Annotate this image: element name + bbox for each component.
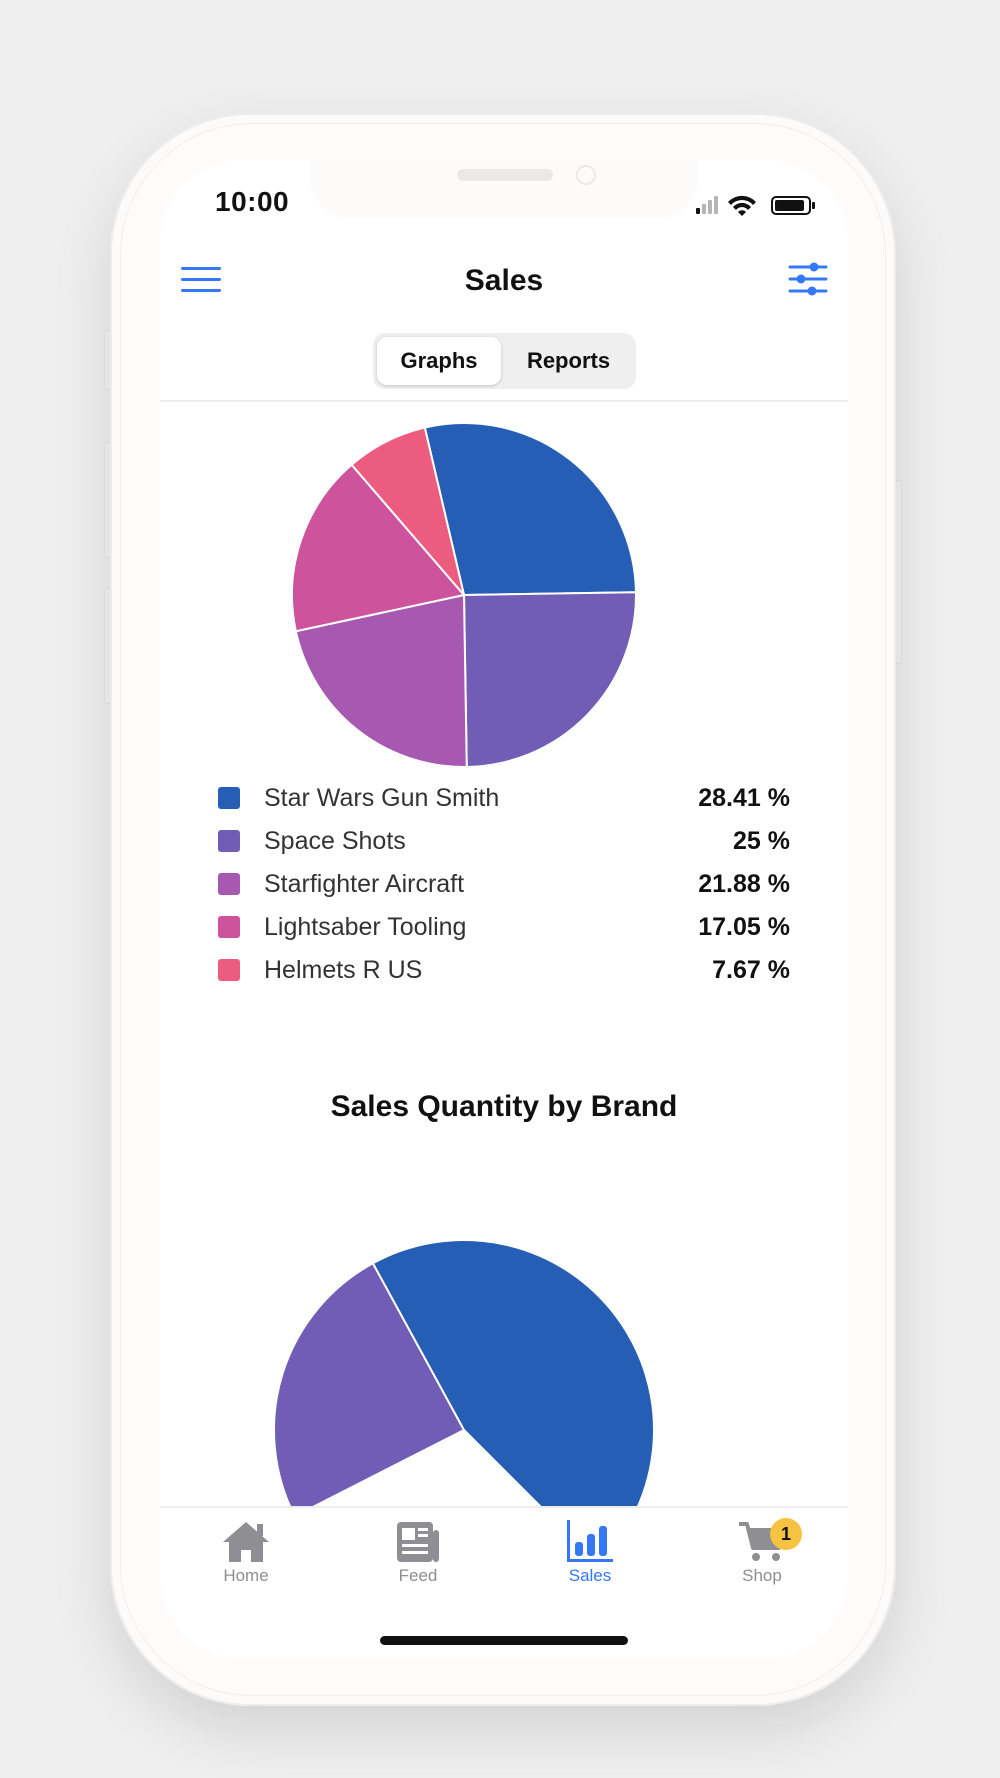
legend-swatch [218,959,240,981]
status-time: 10:00 [215,186,290,217]
tab-feed-label: Feed [398,1566,438,1585]
legend-item: Starfighter Aircraft 21.88 % [216,864,790,907]
legend-item: Space Shots 25 % [216,821,790,864]
tab-home[interactable]: Home [186,1518,306,1602]
front-camera [576,165,596,185]
app-screen: 10:00 Sales [160,160,848,1658]
tab-shop-label: Shop [742,1566,782,1585]
quantity-pie-chart [273,1239,655,1530]
cart-badge: 1 [770,1518,802,1550]
tab-graphs[interactable]: Graphs [377,337,501,385]
legend-value: 28.41 % [698,784,790,812]
speaker-grille [457,169,553,181]
legend-label: Starfighter Aircraft [264,870,465,898]
page-title: Sales [464,264,544,297]
bottom-tab-bar: Home Feed Sales [160,1506,848,1658]
header-divider [160,400,848,402]
pie2-slice-2[interactable] [273,1261,466,1518]
phone-volume-down [104,588,112,704]
legend-item: Lightsaber Tooling 17.05 % [216,907,790,950]
status-icons [696,195,815,216]
legend-label: Lightsaber Tooling [264,913,467,941]
legend-label: Helmets R US [264,956,423,984]
legend-value: 25 % [733,827,790,855]
tab-reports[interactable]: Reports [526,348,611,373]
legend-value: 21.88 % [698,870,790,898]
filter-sliders-icon[interactable] [788,260,828,298]
legend-label: Star Wars Gun Smith [264,784,500,812]
tab-sales-label: Sales [568,1566,612,1585]
device-notch [310,160,698,218]
tab-sales[interactable]: Sales [530,1518,650,1602]
phone-silent-switch [104,330,112,390]
view-segmented-control: Graphs Reports [373,333,636,389]
legend-value: 7.67 % [712,956,790,984]
legend-item: Star Wars Gun Smith 28.41 % [216,778,790,821]
phone-volume-up [104,442,112,558]
tab-feed[interactable]: Feed [358,1518,478,1602]
section-title: Sales Quantity by Brand [330,1090,678,1123]
home-icon [223,1522,269,1562]
chart-legend: Star Wars Gun Smith 28.41 % Space Shots 25 … [216,778,790,993]
legend-swatch [218,873,240,895]
wifi-icon [728,195,756,216]
pie-slice-4[interactable] [291,463,466,633]
sales-pie-chart [291,422,637,768]
legend-swatch [218,787,240,809]
newspaper-icon [397,1522,439,1562]
legend-swatch [218,916,240,938]
legend-swatch [218,830,240,852]
pie-slice-1[interactable] [423,422,637,597]
pie2-slice-1[interactable] [371,1239,655,1530]
cellular-signal-icon [696,196,718,214]
bar-chart-icon [567,1520,613,1562]
battery-icon [771,196,815,215]
legend-item: Helmets R US 7.67 % [216,950,790,993]
pie-slice-3[interactable] [294,593,468,768]
phone-power-button [894,480,902,664]
pie-slice-5[interactable] [350,426,465,596]
pie-slice-2[interactable] [462,591,637,768]
tab-home-label: Home [223,1566,269,1585]
menu-icon[interactable] [180,264,222,296]
home-indicator[interactable] [380,1636,628,1645]
legend-value: 17.05 % [698,913,790,941]
legend-label: Space Shots [264,827,406,855]
tab-shop[interactable]: Shop 1 [702,1518,822,1602]
